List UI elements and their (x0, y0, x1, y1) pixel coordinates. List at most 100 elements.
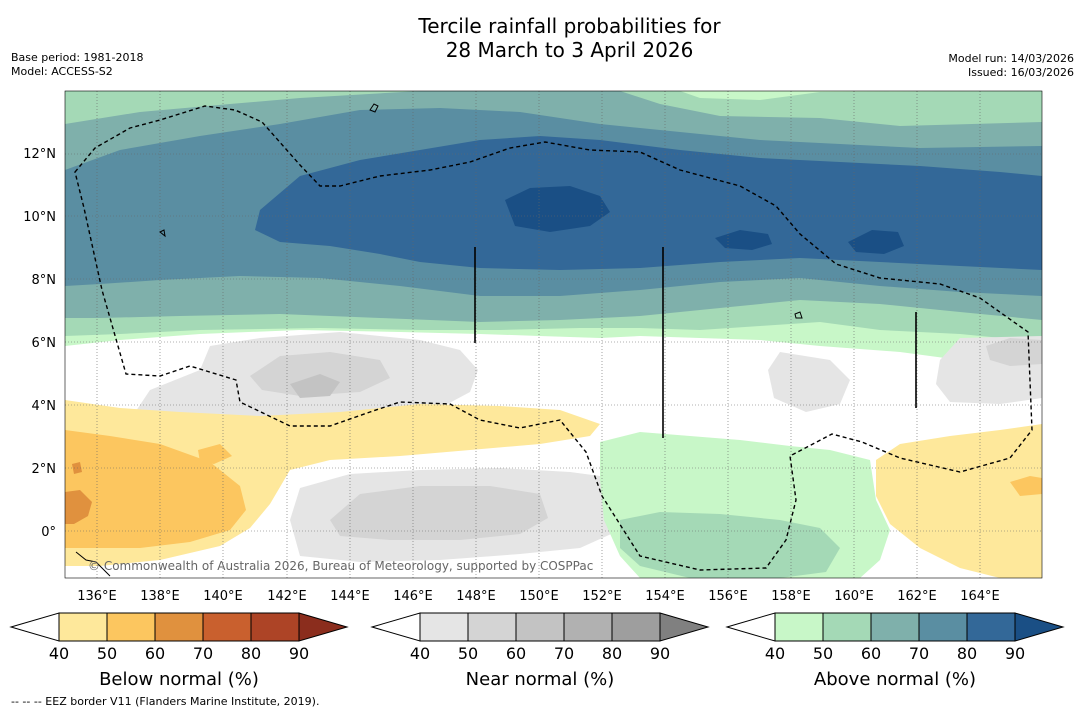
colorbar-near-normal-tick-40: 40 (410, 644, 430, 663)
colorbar-above-normal-tick-50: 50 (813, 644, 833, 663)
colorbar-near-normal-tick-90: 90 (650, 644, 670, 663)
lon-label-154e: 154°E (645, 589, 685, 604)
island-3 (794, 311, 803, 319)
colorbar-above-normal-tick-70: 70 (909, 644, 929, 663)
near-normal-40-region-east (768, 352, 850, 412)
lon-label-136e: 136°E (77, 589, 117, 604)
colorbar-above-normal-segment-3 (870, 612, 920, 642)
colorbar-above-normal-segment-1 (774, 612, 824, 642)
map-frame (64, 90, 1043, 579)
lon-label-144e: 144°E (330, 589, 370, 604)
colorbar-below-normal-tick-60: 60 (145, 644, 165, 663)
probability-field (65, 91, 1042, 578)
lon-label-152e: 152°E (582, 589, 622, 604)
graticule (65, 91, 1042, 578)
lat-label-4n: 4°N (32, 399, 57, 414)
lon-label-138e: 138°E (140, 589, 180, 604)
colorbar-below-normal-tick-40: 40 (49, 644, 69, 663)
colorbar-near-normal-label: Near normal (%) (466, 669, 615, 690)
colorbar-below-normal-segment-2 (106, 612, 156, 642)
longitude-labels: 136°E 138°E 140°E 142°E 144°E 146°E 148°… (77, 589, 1000, 604)
near-normal-60-patch (290, 374, 340, 398)
colorbar-below-normal: 40 50 60 70 80 90 Below normal (%) (9, 612, 349, 690)
colorbar-below-normal-segment-1 (58, 612, 108, 642)
colorbar-above-normal-segment-4 (918, 612, 968, 642)
island-4 (75, 551, 111, 577)
colorbar-above-normal-high-arrow (1014, 612, 1065, 642)
model-name: Model: ACCESS-S2 (11, 65, 113, 78)
latitude-labels: 12°N 10°N 8°N 6°N 4°N 2°N 0° (23, 147, 56, 540)
colorbar-below-normal-segment-5 (250, 612, 300, 642)
issued-date: Issued: 16/03/2026 (967, 66, 1074, 79)
colorbar-below-normal-high-arrow (298, 612, 349, 642)
colorbar-near-normal-segment-4 (563, 612, 613, 642)
colorbar-below-normal-low-arrow (9, 612, 60, 642)
colorbar-near-normal-tick-60: 60 (506, 644, 526, 663)
lon-label-146e: 146°E (393, 589, 433, 604)
lon-label-140e: 140°E (203, 589, 243, 604)
model-run: Model run: 14/03/2026 (948, 52, 1074, 65)
colorbar-near-normal-high-arrow (659, 612, 710, 642)
lon-label-156e: 156°E (708, 589, 748, 604)
colorbar-near-normal-segment-5 (611, 612, 661, 642)
islands (75, 103, 803, 577)
colorbar-below-normal-tick-80: 80 (241, 644, 261, 663)
title-line-2: 28 March to 3 April 2026 (445, 38, 694, 62)
colorbar-below-normal-segment-3 (154, 612, 204, 642)
colorbar-below-normal-tick-70: 70 (193, 644, 213, 663)
colorbar-above-normal-segment-5 (966, 612, 1016, 642)
island-1 (369, 103, 379, 113)
lat-label-0: 0° (41, 525, 56, 540)
colorbar-near-normal: 40 50 60 70 80 90 Near normal (%) (370, 612, 710, 690)
lon-label-162e: 162°E (897, 589, 937, 604)
below-normal-50-patch-central (198, 444, 232, 464)
above-normal-90-patch-1 (505, 186, 610, 232)
divider-lines (474, 247, 917, 438)
lat-label-10n: 10°N (23, 210, 56, 225)
lon-label-160e: 160°E (834, 589, 874, 604)
meta-right: Model run: 14/03/2026 Issued: 16/03/2026 (948, 52, 1074, 80)
colorbar-above-normal: 40 50 60 70 80 90 Above normal (%) (725, 612, 1065, 690)
above-normal-50-region-southeast (620, 512, 840, 578)
map-title: Tercile rainfall probabilities for 28 Ma… (0, 14, 1085, 62)
above-normal-80-band (255, 136, 1042, 270)
colorbar-below-normal-tick-50: 50 (97, 644, 117, 663)
colorbar-near-normal-tick-80: 80 (602, 644, 622, 663)
colorbar-above-normal-segment-2 (822, 612, 872, 642)
below-normal-50-patch-east (1010, 476, 1042, 496)
above-normal-90-patch-2 (715, 230, 772, 250)
colorbar-near-normal-segment-2 (467, 612, 517, 642)
colorbar-above-normal-tick-80: 80 (957, 644, 977, 663)
eez-footnote: -- -- -- EEZ border V11 (Flanders Marine… (11, 695, 320, 708)
lon-label-148e: 148°E (456, 589, 496, 604)
colorbar-near-normal-segment-1 (419, 612, 469, 642)
title-line-1: Tercile rainfall probabilities for (418, 14, 721, 38)
colorbar-near-normal-tick-50: 50 (458, 644, 478, 663)
colorbar-below-normal-tick-90: 90 (289, 644, 309, 663)
colorbar-near-normal-tick-70: 70 (554, 644, 574, 663)
island-2 (159, 229, 166, 238)
lon-label-150e: 150°E (519, 589, 559, 604)
colorbar-near-normal-low-arrow (370, 612, 421, 642)
colorbar-below-normal-label: Below normal (%) (99, 669, 259, 690)
lat-label-12n: 12°N (23, 147, 56, 162)
eez-borders (74, 105, 1033, 571)
colorbar-above-normal-tick-40: 40 (765, 644, 785, 663)
colorbar-near-normal-segment-3 (515, 612, 565, 642)
colorbar-above-normal-tick-60: 60 (861, 644, 881, 663)
lon-label-142e: 142°E (267, 589, 307, 604)
above-normal-90-patch-3 (848, 230, 904, 254)
below-normal-60-patch-west (65, 490, 92, 524)
lat-label-2n: 2°N (32, 462, 57, 477)
near-normal-50-region-south (330, 486, 548, 540)
copyright-watermark: © Commonwealth of Australia 2026, Bureau… (88, 559, 593, 573)
colorbar-above-normal-tick-90: 90 (1005, 644, 1025, 663)
colorbar-above-normal-low-arrow (725, 612, 776, 642)
eez-border-west (74, 105, 1033, 571)
lon-label-164e: 164°E (960, 589, 1000, 604)
lat-label-6n: 6°N (32, 336, 57, 351)
lon-label-158e: 158°E (771, 589, 811, 604)
lat-label-8n: 8°N (32, 273, 57, 288)
colorbar-above-normal-label: Above normal (%) (814, 669, 976, 690)
